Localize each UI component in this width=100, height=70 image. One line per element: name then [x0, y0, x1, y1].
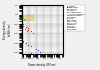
Point [28, 45, 29, 46]
Legend: Kurra2016, Beidaghi2013, El-Kady2016, Ferris2020, Theerthagiri2021, Kim2015, Din: Kurra2016, Beidaghi2013, El-Kady2016, Fe… [64, 5, 85, 31]
Point [19, 23, 20, 24]
Point [23, 26, 24, 27]
Point [24, 29, 25, 30]
Point [23, 42, 24, 43]
Point [23, 18, 25, 20]
Point [32, 32, 34, 34]
Point [35, 54, 37, 55]
Point [22, 18, 23, 19]
Bar [20, 14, 33, 20]
Point [15, 15, 17, 16]
Point [35, 48, 36, 50]
Point [21, 18, 23, 19]
X-axis label: Power density (W/cm³): Power density (W/cm³) [28, 63, 57, 67]
Point [19, 16, 20, 18]
Point [26, 30, 28, 31]
Point [33, 53, 35, 55]
Point [19, 37, 20, 38]
Point [20, 24, 21, 26]
Point [20, 39, 22, 40]
Point [20, 17, 22, 18]
Point [24, 19, 25, 20]
Point [22, 51, 23, 52]
Point [20, 51, 21, 52]
Y-axis label: Energy density
(mWh/cm³): Energy density (mWh/cm³) [3, 20, 11, 39]
Point [18, 25, 19, 26]
Point [20, 17, 21, 18]
Point [18, 16, 19, 17]
Point [22, 24, 23, 25]
Point [39, 51, 41, 52]
Point [25, 43, 26, 44]
Point [30, 46, 31, 47]
Point [28, 30, 29, 31]
Point [22, 40, 23, 41]
Point [30, 31, 31, 32]
Point [37, 50, 39, 51]
Point [25, 27, 26, 28]
Point [28, 28, 29, 29]
Point [30, 52, 31, 53]
